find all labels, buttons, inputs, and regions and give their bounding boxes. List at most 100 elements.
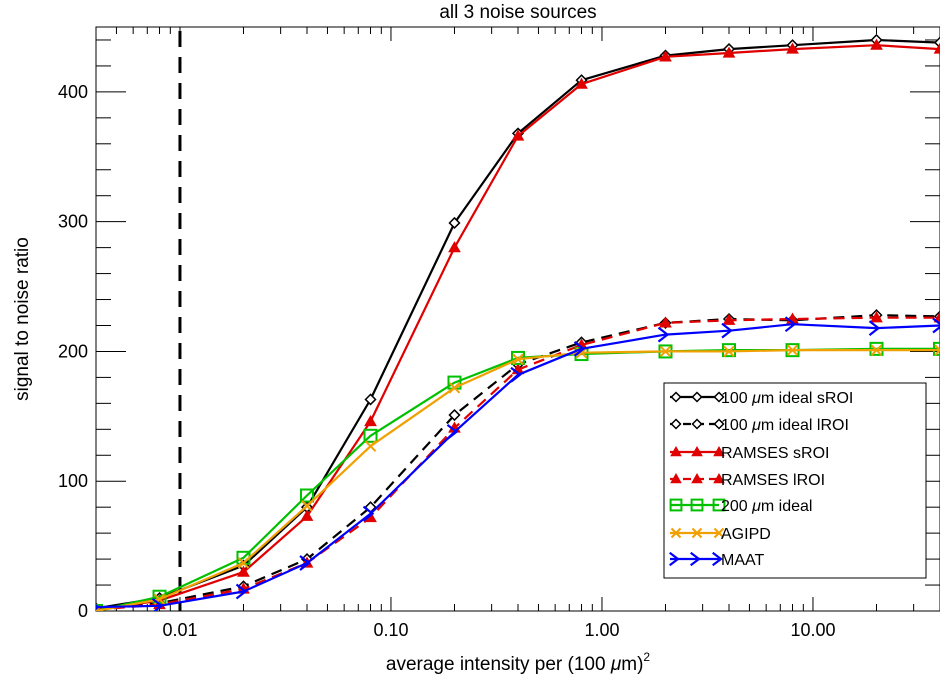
series-6: [96, 316, 940, 611]
data-point: [235, 583, 248, 600]
legend-label-part: μ: [751, 417, 761, 434]
data-point: [669, 551, 680, 567]
legend-entry-5: AGIPD: [670, 526, 771, 543]
data-point: [448, 408, 461, 422]
data-point: [448, 241, 461, 253]
data-point: [713, 418, 725, 430]
data-point: [670, 527, 682, 539]
legend-entry-1: 100 μm ideal lROI: [670, 417, 849, 434]
data-point: [722, 343, 736, 358]
axis-ticks: 0.01 0.10 1.00 10.00 0 100 200 300 400: [58, 27, 940, 640]
data-point: [722, 46, 736, 58]
x-axis-label-suffix: m): [621, 654, 643, 675]
data-point-stroke: [786, 344, 799, 356]
data-point: [300, 488, 314, 503]
data-point: [691, 391, 703, 403]
legend-label-part: AGIPD: [721, 526, 771, 543]
legend-label-part: 100: [721, 417, 752, 434]
x-tick-label: 10.00: [790, 620, 835, 640]
data-point: [670, 418, 682, 430]
x-axis-label: average intensity per (100 μm)2: [386, 650, 651, 675]
legend-label-part: RAMSES sROI: [721, 445, 829, 462]
data-point: [868, 320, 881, 336]
data-point: [713, 473, 725, 484]
data-point-stroke: [575, 347, 588, 359]
data-point: [691, 446, 703, 457]
data-point: [301, 500, 313, 512]
x-tick-label: 0.10: [373, 620, 408, 640]
legend-label-part: m ideal sROI: [761, 390, 853, 407]
data-point: [933, 42, 940, 54]
data-point: [573, 340, 586, 357]
data-point: [713, 527, 725, 539]
legend-box: [663, 382, 927, 579]
data-point-stroke: [934, 344, 940, 352]
data-point-stroke: [364, 440, 377, 452]
data-point-stroke: [934, 348, 940, 356]
data-point-stroke: [512, 353, 524, 365]
y-tick-label: 100: [58, 471, 88, 491]
data-point: [364, 393, 377, 406]
legend-label-part: 200: [721, 498, 752, 515]
legend-label: RAMSES sROI: [721, 445, 829, 462]
legend-label-part: 100: [721, 390, 752, 407]
legend-entry-3: RAMSES lROI: [670, 472, 825, 489]
series-5: [96, 344, 940, 611]
data-point: [870, 311, 883, 323]
data-point: [362, 505, 375, 522]
data-point: [722, 313, 736, 325]
data-point: [932, 317, 940, 334]
data-point: [670, 473, 682, 484]
data-point: [934, 344, 940, 356]
data-point: [786, 344, 799, 356]
data-point: [446, 424, 459, 440]
data-point: [657, 326, 670, 343]
data-point: [300, 509, 314, 521]
data-point-stroke: [237, 557, 250, 569]
data-point: [511, 129, 525, 141]
x-axis-label-sup: 2: [643, 650, 650, 664]
y-axis-label: signal to noise ratio: [12, 237, 33, 401]
data-point-stroke: [713, 527, 725, 539]
data-point-stroke: [448, 382, 461, 394]
legend-label: 200 μm ideal: [721, 498, 812, 515]
data-point: [448, 382, 461, 394]
data-point-stroke: [723, 345, 735, 358]
data-point: [721, 322, 733, 339]
y-tick-label: 200: [58, 341, 88, 361]
data-point: [659, 50, 672, 62]
data-point: [870, 344, 883, 356]
legend: 100 μm ideal sROI 100 μm ideal lROI RAMSES…: [663, 382, 927, 579]
y-tick-label: 300: [58, 212, 88, 232]
data-point: [691, 527, 703, 539]
data-point: [364, 415, 377, 427]
data-point: [712, 551, 723, 567]
data-point: [448, 216, 461, 230]
data-point: [512, 353, 524, 365]
legend-label-part: m ideal lROI: [761, 417, 849, 434]
data-point: [575, 77, 588, 89]
legend-entry-2: RAMSES sROI: [670, 445, 829, 462]
legend-label-part: μ: [751, 390, 761, 407]
x-axis-label-mu: μ: [610, 654, 622, 675]
data-point: [96, 604, 100, 611]
legend-label: MAAT: [721, 552, 764, 569]
data-point-stroke: [659, 345, 672, 358]
legend-label: AGIPD: [721, 526, 771, 543]
chart-title: all 3 noise sources: [439, 2, 596, 23]
data-point: [713, 391, 725, 403]
legend-entry-4: 200 μm ideal: [669, 498, 812, 515]
x-tick-label: 1.00: [584, 620, 619, 640]
legend-label-part: RAMSES lROI: [721, 472, 825, 489]
data-point-stroke: [670, 527, 682, 539]
data-point: [784, 316, 797, 333]
data-point: [670, 391, 682, 403]
data-point: [299, 555, 311, 571]
data-point: [151, 597, 164, 611]
legend-entry-6: MAAT: [669, 551, 764, 569]
data-point: [933, 341, 940, 356]
data-point: [691, 473, 703, 484]
data-point: [659, 345, 672, 358]
y-tick-label: 400: [58, 82, 88, 102]
